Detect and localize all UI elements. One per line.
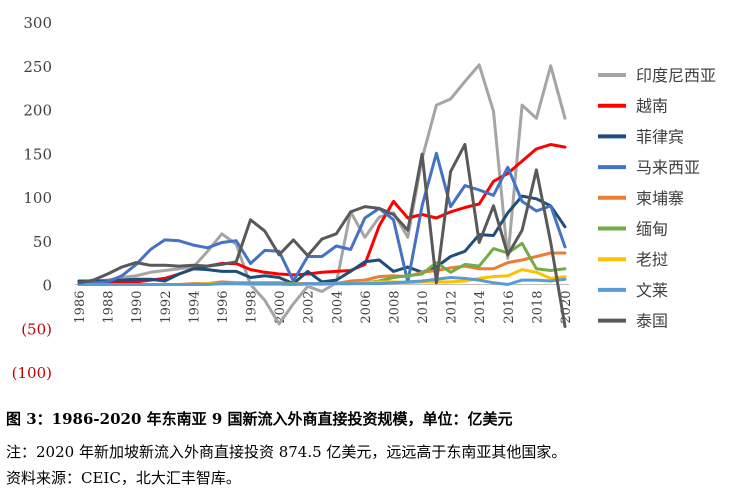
legend-label: 缅甸 — [636, 220, 668, 239]
x-axis-ticks: 1986 1988 1990 1992 1994 1996 1998 2000 2002 2004… — [73, 291, 574, 324]
figure-note: 注：2020 年新加坡新流入外商直接投资 874.5 亿美元，远远高于东南亚其他… — [6, 443, 567, 461]
x-tick-label: 2012 — [445, 291, 460, 324]
x-tick-label: 1992 — [159, 291, 174, 324]
x-tick-label: 1986 — [73, 291, 88, 324]
series-line — [77, 143, 567, 328]
legend-label: 印度尼西亚 — [636, 66, 716, 85]
y-axis-ticks: 300 250 200 150 100 50 0 (50) (100) — [12, 14, 52, 382]
x-tick-label: 2008 — [387, 291, 402, 324]
y-tick-label: 200 — [23, 102, 52, 120]
x-tick-label: 2014 — [473, 291, 488, 324]
x-tick-label: 1996 — [216, 291, 231, 324]
series-lines — [77, 63, 567, 328]
y-tick-label: 300 — [23, 14, 52, 32]
x-tick-label: 2002 — [302, 291, 317, 324]
y-tick-label: 50 — [33, 233, 52, 251]
x-tick-label: 1998 — [245, 291, 260, 324]
x-tick-label: 1990 — [130, 291, 145, 324]
x-tick-label: 2010 — [416, 291, 431, 324]
x-tick-label: 2004 — [330, 291, 345, 324]
series-line — [77, 276, 567, 286]
series-line — [77, 63, 567, 326]
line-chart: 300 250 200 150 100 50 0 (50) (100) 1986 1988 1990… — [12, 14, 716, 382]
x-tick-label: 2006 — [359, 291, 374, 324]
y-tick-label: (50) — [21, 320, 52, 338]
y-tick-label: (100) — [12, 364, 52, 382]
x-tick-label: 2016 — [502, 291, 517, 324]
figure-caption: 图 3：1986-2020 年东南亚 9 国新流入外商直接投资规模，单位：亿美元 — [6, 410, 513, 428]
series-line — [77, 151, 567, 286]
y-tick-label: 100 — [23, 189, 52, 207]
x-tick-label: 1988 — [102, 291, 117, 324]
x-tick-label: 2018 — [530, 291, 545, 324]
legend-label: 文莱 — [636, 281, 668, 300]
legend-label: 菲律宾 — [636, 127, 684, 146]
y-tick-label: 250 — [23, 58, 52, 76]
series-line — [77, 143, 567, 286]
legend-label: 泰国 — [636, 312, 668, 331]
y-tick-label: 150 — [23, 145, 52, 163]
legend-label: 越南 — [636, 97, 668, 116]
legend-label: 柬埔寨 — [636, 189, 684, 208]
legend-label: 马来西亚 — [636, 158, 700, 177]
y-tick-label: 0 — [42, 277, 52, 295]
x-tick-label: 1994 — [187, 291, 202, 324]
figure-source: 资料来源：CEIC，北大汇丰智库。 — [6, 469, 241, 487]
legend-label: 老挝 — [636, 250, 668, 269]
series-line — [77, 194, 567, 286]
